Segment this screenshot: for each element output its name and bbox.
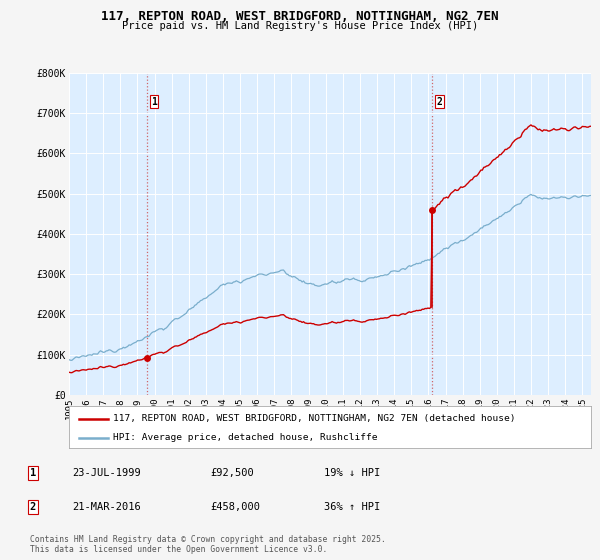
Text: 1: 1 (151, 97, 157, 107)
Text: HPI: Average price, detached house, Rushcliffe: HPI: Average price, detached house, Rush… (113, 433, 378, 442)
Text: £458,000: £458,000 (210, 502, 260, 512)
Text: 117, REPTON ROAD, WEST BRIDGFORD, NOTTINGHAM, NG2 7EN (detached house): 117, REPTON ROAD, WEST BRIDGFORD, NOTTIN… (113, 414, 516, 423)
Text: 1: 1 (30, 468, 36, 478)
Text: 21-MAR-2016: 21-MAR-2016 (72, 502, 141, 512)
Text: £92,500: £92,500 (210, 468, 254, 478)
Text: 117, REPTON ROAD, WEST BRIDGFORD, NOTTINGHAM, NG2 7EN: 117, REPTON ROAD, WEST BRIDGFORD, NOTTIN… (101, 10, 499, 22)
Text: 23-JUL-1999: 23-JUL-1999 (72, 468, 141, 478)
Text: Price paid vs. HM Land Registry's House Price Index (HPI): Price paid vs. HM Land Registry's House … (122, 21, 478, 31)
Text: 2: 2 (30, 502, 36, 512)
Text: 36% ↑ HPI: 36% ↑ HPI (324, 502, 380, 512)
Text: 2: 2 (436, 97, 442, 107)
Text: 19% ↓ HPI: 19% ↓ HPI (324, 468, 380, 478)
Text: Contains HM Land Registry data © Crown copyright and database right 2025.
This d: Contains HM Land Registry data © Crown c… (30, 535, 386, 554)
